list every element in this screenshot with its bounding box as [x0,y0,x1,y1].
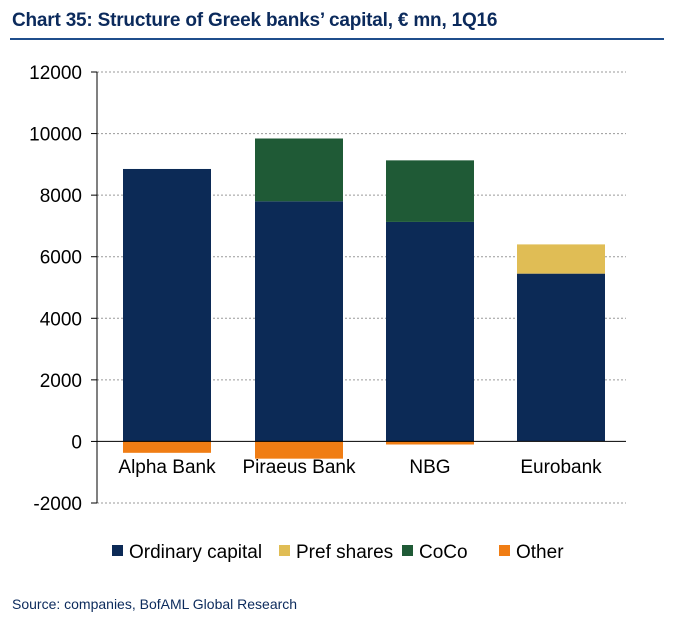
bar-coco-nbg [386,160,474,222]
legend-swatch [112,545,123,556]
legend-label: Pref shares [296,542,393,563]
bar-ordinary-capital-nbg [386,221,474,442]
bar-other-nbg [386,441,474,445]
bar-other-alpha-bank [123,441,211,453]
bar-coco-piraeus-bank [255,138,343,202]
legend-label: CoCo [419,542,468,563]
x-category-label: Piraeus Bank [242,457,356,478]
legend-label: Other [516,542,564,563]
x-axis: Alpha Bank Piraeus Bank NBG Eurobank [97,440,626,478]
y-tick-label: 6000 [40,248,82,269]
bar-ordinary-capital-alpha-bank [123,168,211,442]
bars [123,138,605,459]
y-tick-label: 12000 [29,63,82,84]
chart-title: Chart 35: Structure of Greek banks’ capi… [12,10,498,31]
bar-ordinary-capital-eurobank [517,273,605,442]
y-tick-label: 8000 [40,186,82,207]
y-tick-label: 10000 [29,125,82,146]
title-rule [10,38,664,40]
legend-swatch [499,545,510,556]
legend-swatch [402,545,413,556]
source-note: Source: companies, BofAML Global Researc… [12,596,298,612]
bar-other-piraeus-bank [255,441,343,459]
y-tick-label: 4000 [40,309,82,330]
legend: Ordinary capital Pref shares CoCo Other [112,542,564,563]
bar-pref-shares-eurobank [517,244,605,274]
y-tick-label: -2000 [33,494,82,515]
bar-ordinary-capital-piraeus-bank [255,201,343,442]
legend-swatch [279,545,290,556]
y-axis: 12000 10000 8000 6000 4000 2000 0 -2000 [29,63,98,515]
y-tick-label: 0 [71,432,82,453]
x-category-label: Alpha Bank [118,457,216,478]
x-category-label: NBG [409,457,450,478]
legend-label: Ordinary capital [129,542,262,563]
x-category-label: Eurobank [520,457,602,478]
y-tick-label: 2000 [40,371,82,392]
